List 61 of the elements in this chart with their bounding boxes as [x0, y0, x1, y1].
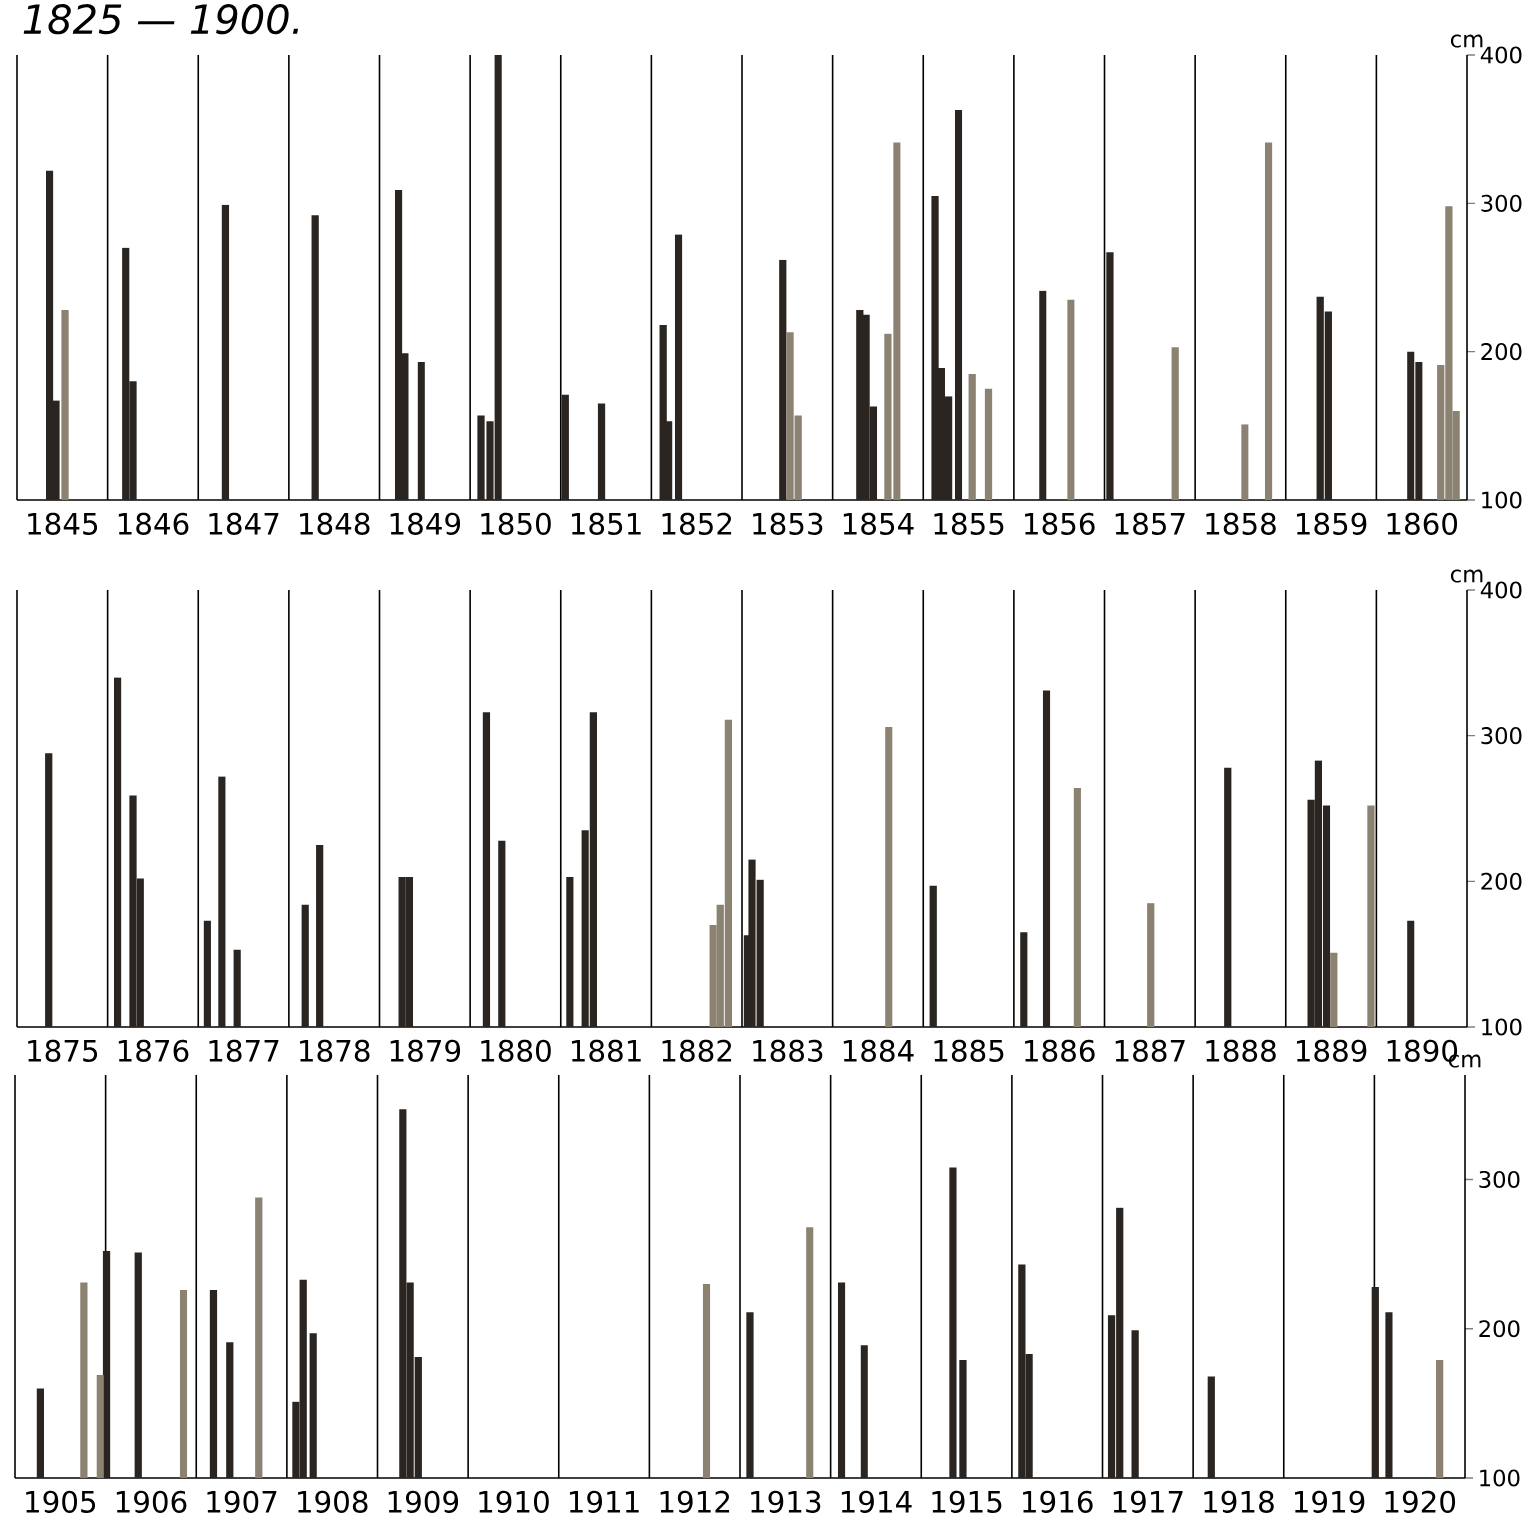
- x-tick-label: 1907: [207, 1490, 277, 1513]
- y-tick-label: 300: [1479, 1170, 1520, 1189]
- y-tick-label: 200: [1481, 872, 1522, 890]
- x-tick-label: 1855: [934, 512, 1004, 535]
- x-tick-label: 1906: [116, 1490, 187, 1513]
- x-tick-label: 1876: [118, 1039, 189, 1062]
- y-tick-label: 400: [1480, 46, 1522, 64]
- x-tick-label: 1909: [388, 1490, 459, 1513]
- x-tick-label: 1857: [1115, 512, 1185, 535]
- x-tick-label: 1884: [843, 1039, 914, 1062]
- y-tick-label: 100: [1480, 1469, 1520, 1487]
- x-tick-label: 1846: [118, 512, 189, 535]
- y-tick-label: 100: [1482, 491, 1522, 509]
- y-axis-title: cm: [1451, 34, 1483, 48]
- x-tick-label: 1845: [28, 512, 98, 535]
- x-tick-label: 1917: [1113, 1490, 1183, 1513]
- x-tick-label: 1851: [571, 512, 641, 535]
- x-tick-label: 1887: [1115, 1039, 1185, 1062]
- x-tick-label: 1859: [1296, 512, 1367, 535]
- chart-title: 1825 — 1900.: [23, 4, 299, 35]
- x-tick-label: 1858: [1206, 512, 1276, 535]
- x-tick-label: 1854: [843, 512, 914, 535]
- x-tick-label: 1912: [660, 1490, 730, 1513]
- x-tick-label: 1914: [841, 1490, 912, 1513]
- y-tick-label: 200: [1479, 1320, 1520, 1338]
- x-tick-label: 1848: [300, 512, 370, 535]
- x-tick-label: 1905: [26, 1490, 96, 1513]
- x-tick-label: 1875: [28, 1039, 98, 1062]
- y-tick-label: 200: [1481, 343, 1522, 361]
- x-tick-label: 1881: [571, 1039, 641, 1062]
- x-tick-label: 1847: [209, 512, 279, 535]
- y-axis-title: cm: [1451, 569, 1483, 583]
- x-tick-label: 1918: [1204, 1490, 1274, 1513]
- y-tick-label: 300: [1481, 194, 1522, 212]
- x-tick-label: 1856: [1025, 512, 1095, 535]
- y-tick-label: 300: [1481, 727, 1522, 745]
- x-tick-label: 1860: [1387, 512, 1458, 535]
- y-tick-label: 100: [1482, 1018, 1522, 1036]
- x-tick-label: 1908: [298, 1490, 368, 1513]
- x-tick-label: 1886: [1025, 1039, 1095, 1062]
- x-tick-label: 1885: [934, 1039, 1004, 1062]
- y-tick-label: 400: [1480, 581, 1522, 599]
- x-tick-label: 1910: [479, 1490, 549, 1513]
- x-tick-label: 1853: [753, 512, 823, 535]
- x-tick-label: 1916: [1023, 1490, 1093, 1513]
- x-tick-label: 1849: [390, 512, 461, 535]
- x-tick-label: 1919: [1294, 1490, 1365, 1513]
- x-tick-label: 1888: [1206, 1039, 1276, 1062]
- x-tick-label: 1883: [753, 1039, 823, 1062]
- x-tick-label: 1880: [481, 1039, 551, 1062]
- x-tick-label: 1850: [481, 512, 551, 535]
- x-tick-label: 1920: [1385, 1490, 1456, 1513]
- x-tick-label: 1879: [390, 1039, 461, 1062]
- x-tick-label: 1852: [662, 512, 732, 535]
- x-tick-label: 1877: [209, 1039, 279, 1062]
- x-tick-label: 1915: [932, 1490, 1002, 1513]
- x-tick-label: 1878: [300, 1039, 370, 1062]
- x-tick-label: 1889: [1296, 1039, 1367, 1062]
- x-tick-label: 1882: [662, 1039, 732, 1062]
- x-tick-label: 1913: [751, 1490, 821, 1513]
- x-tick-label: 1911: [569, 1490, 639, 1513]
